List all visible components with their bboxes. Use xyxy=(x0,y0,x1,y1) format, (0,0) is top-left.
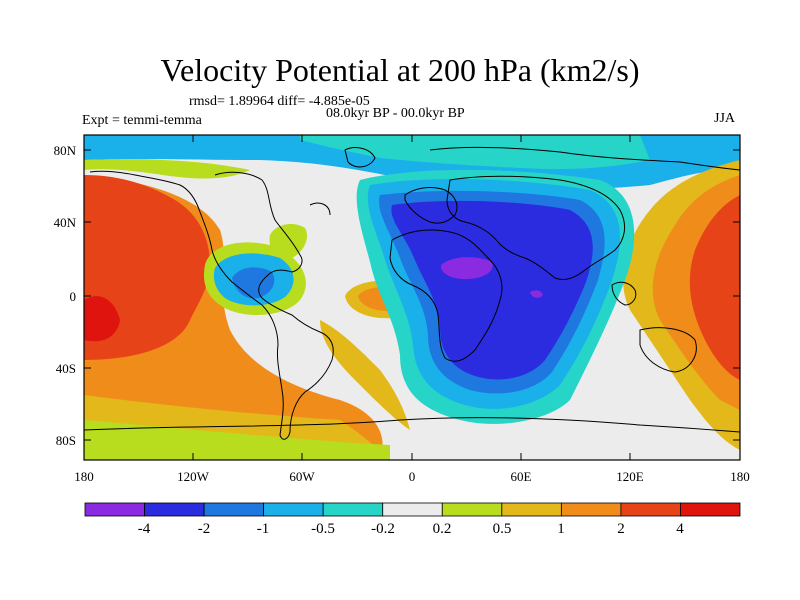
colorbar-segment xyxy=(560,502,622,517)
colorbar-label: -1 xyxy=(257,521,270,537)
colorbar-segment xyxy=(263,502,324,517)
colorbar-labels: -4 -2 -1 -0.5 -0.2 0.2 0.5 1 2 4 xyxy=(138,521,685,537)
colorbar-label: 4 xyxy=(676,521,684,537)
colorbar-segment xyxy=(501,502,562,517)
colorbar-segment xyxy=(322,502,384,517)
velocity-potential-field xyxy=(84,135,740,460)
x-tick-label: 180 xyxy=(74,469,94,484)
colorbar-segment xyxy=(144,502,205,517)
y-tick-marks xyxy=(84,149,740,441)
colorbar-label: 2 xyxy=(617,521,625,537)
colorbar-label: -0.2 xyxy=(371,521,395,537)
chart-title: Velocity Potential at 200 hPa (km2/s) xyxy=(160,52,640,88)
y-tick-label: 40S xyxy=(56,361,76,376)
x-tick-marks xyxy=(83,135,741,460)
colorbar xyxy=(84,502,741,517)
y-tick-labels: 80N 40N 0 40S 80S xyxy=(54,143,77,448)
x-tick-label: 180 xyxy=(730,469,750,484)
y-tick-label: 40N xyxy=(54,215,77,230)
colorbar-label: -4 xyxy=(138,521,151,537)
x-tick-label: 60W xyxy=(289,469,315,484)
coastlines xyxy=(84,146,740,440)
colorbar-segment xyxy=(680,502,741,517)
x-tick-label: 120E xyxy=(616,469,644,484)
colorbar-segment xyxy=(84,502,145,517)
x-tick-labels: 180 120W 60W 0 60E 120E 180 xyxy=(74,469,750,484)
colorbar-label: -2 xyxy=(198,521,211,537)
colorbar-segment xyxy=(620,502,681,517)
y-tick-label: 80N xyxy=(54,143,77,158)
colorbar-segment xyxy=(382,502,443,517)
colorbar-label: 0.2 xyxy=(433,521,452,537)
experiment-label: Expt = temmi-temma xyxy=(82,113,202,128)
x-tick-label: 120W xyxy=(177,469,210,484)
chart-period: 08.0kyr BP - 00.0kyr BP xyxy=(326,106,465,121)
season-label: JJA xyxy=(714,111,736,126)
chart-stats: rmsd= 1.89964 diff= -4.885e-05 xyxy=(189,94,370,109)
colorbar-label: 0.5 xyxy=(493,521,512,537)
colorbar-label: -0.5 xyxy=(311,521,335,537)
colorbar-segment xyxy=(203,502,265,517)
colorbar-segment xyxy=(441,502,503,517)
colorbar-label: 1 xyxy=(557,521,565,537)
y-tick-label: 0 xyxy=(70,289,77,304)
y-tick-label: 80S xyxy=(56,433,76,448)
x-tick-label: 0 xyxy=(409,469,416,484)
x-tick-label: 60E xyxy=(511,469,532,484)
